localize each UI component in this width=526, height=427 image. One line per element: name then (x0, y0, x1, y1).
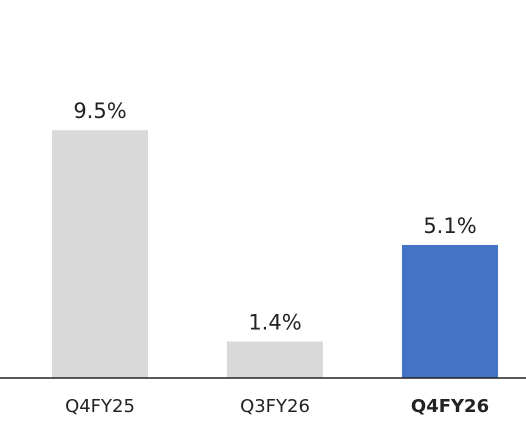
bar (402, 244, 498, 378)
value-label: 1.4% (248, 310, 301, 334)
x-tick-label: Q4FY26 (411, 396, 489, 417)
bar (227, 341, 323, 378)
x-tick-label: Q4FY25 (65, 396, 135, 417)
x-tick-label: Q3FY26 (240, 396, 310, 417)
bar (52, 130, 148, 378)
value-label: 5.1% (423, 214, 476, 238)
value-label: 9.5% (73, 99, 126, 123)
